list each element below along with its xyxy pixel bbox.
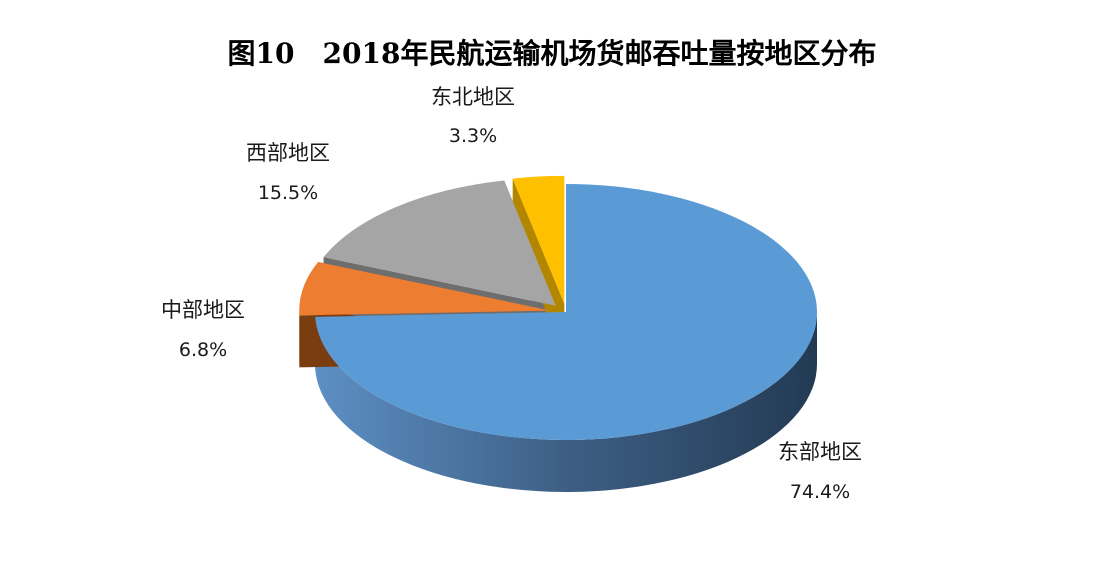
slice-west xyxy=(323,180,556,306)
slice-label-east: 东部地区 xyxy=(778,440,862,464)
slice-central xyxy=(299,261,551,316)
slice-value-west: 15.5% xyxy=(258,182,318,204)
slice-label-group-west: 西部地区 15.5% xyxy=(246,141,330,204)
pie-group xyxy=(299,175,817,492)
slice-value-east: 74.4% xyxy=(790,481,850,503)
slice-value-central: 6.8% xyxy=(179,339,227,361)
slice-label-west: 西部地区 xyxy=(246,141,330,165)
slice-side-east xyxy=(315,312,817,492)
slice-label-group-central: 中部地区 6.8% xyxy=(161,298,245,361)
slice-value-northeast: 3.3% xyxy=(449,125,497,147)
slice-east xyxy=(315,184,817,441)
slice-label-group-northeast: 东北地区 3.3% xyxy=(431,85,515,147)
chart-title: 图10 2018年民航运输机场货邮吞吐量按地区分布 xyxy=(228,37,877,70)
slice-label-central: 中部地区 xyxy=(161,298,245,322)
slice-label-northeast: 东北地区 xyxy=(431,85,515,109)
slice-northeast xyxy=(512,175,565,304)
slice-label-group-east: 东部地区 74.4% xyxy=(778,440,862,503)
